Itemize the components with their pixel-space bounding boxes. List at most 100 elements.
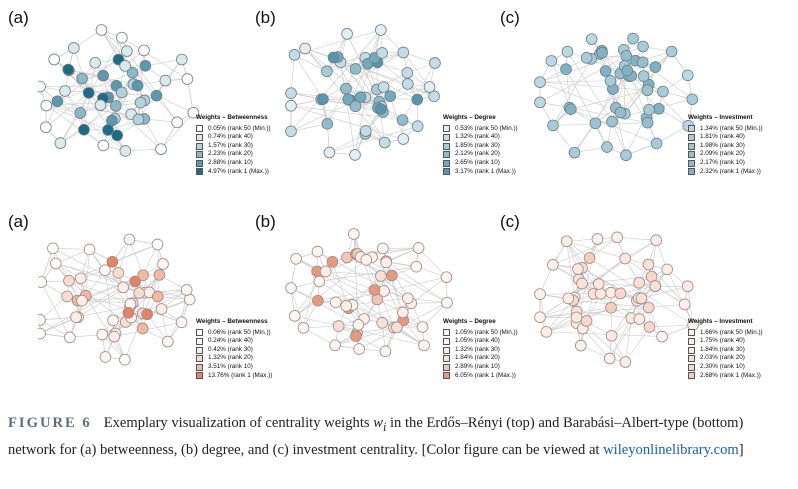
legend-item: 6.05% (rank 1 (Max.)) — [443, 372, 518, 381]
legend-label: 1.75% (rank 40) — [700, 337, 745, 345]
legend-swatch — [196, 372, 203, 380]
legend-label: 2.88% (rank 10) — [208, 158, 253, 166]
network-node — [397, 133, 410, 145]
legend: Weights – Degree 0.53% (rank 50 (Min.)) 1.… — [443, 114, 518, 176]
network-edge — [55, 263, 190, 300]
network-node — [411, 93, 424, 106]
legend-label: 1.81% (rank 40) — [700, 133, 745, 141]
network-edge — [290, 105, 404, 140]
network-edge — [290, 123, 328, 132]
legend-swatch — [688, 142, 695, 150]
network-node — [360, 254, 373, 266]
caption-subscript: i — [382, 419, 387, 434]
legend-label: 1.32% (rank 40) — [455, 133, 500, 141]
network-node — [412, 242, 425, 254]
legend-label: 1.32% (rank 30) — [455, 345, 500, 353]
network-edge — [411, 276, 447, 304]
network-edge — [156, 95, 194, 113]
network-edge — [55, 263, 150, 293]
network-node — [594, 287, 607, 300]
network-node — [348, 228, 360, 240]
legend-item: 0.74% (rank 40) — [196, 133, 271, 142]
network-node — [576, 277, 588, 290]
network-node — [378, 285, 390, 297]
network-node — [171, 116, 183, 129]
legend-title: Weights – Degree — [443, 114, 496, 121]
network-edge — [294, 259, 367, 317]
network-node — [329, 339, 341, 352]
network-node — [643, 321, 656, 333]
network-edge — [625, 318, 632, 363]
network-node — [540, 326, 553, 338]
network-edge — [403, 52, 430, 88]
network-edge — [569, 107, 648, 124]
legend-label: 0.05% (rank 50 (Min.)) — [208, 124, 271, 132]
network-node — [285, 99, 297, 112]
network-edge — [118, 239, 130, 273]
legend-swatch — [688, 133, 695, 141]
network-edge — [145, 59, 182, 67]
legend-swatch — [443, 355, 450, 363]
network-edge — [316, 271, 425, 346]
network-node — [397, 306, 409, 319]
network-node — [547, 259, 559, 271]
network-node — [379, 345, 392, 358]
network-edge — [340, 62, 356, 155]
legend-item: 2.09% (rank 20) — [688, 150, 763, 159]
network-node — [64, 331, 76, 344]
network-edge — [582, 328, 610, 359]
legend-swatch — [196, 355, 203, 363]
network-edge — [45, 92, 89, 128]
network-edge — [39, 296, 68, 321]
network-node — [133, 287, 145, 299]
legend-swatch — [688, 151, 695, 159]
network-edge — [327, 68, 356, 124]
legend-item: 1.85% (rank 30) — [443, 142, 518, 151]
network-node — [620, 149, 632, 162]
legend-item: 2.12% (rank 20) — [443, 150, 518, 159]
network-panel-1: (a) Weights – Betweenness 0.05% (rank 50 (… — [8, 8, 304, 208]
network-edge — [40, 281, 71, 338]
network-node — [440, 271, 453, 283]
network-edge — [290, 287, 359, 326]
caption-link[interactable]: wileyonlinelibrary.com — [603, 441, 739, 458]
network-node — [596, 46, 608, 59]
network-node — [642, 301, 655, 314]
legend-swatch — [196, 142, 203, 150]
network-node — [620, 50, 633, 62]
legend-swatch — [443, 159, 450, 167]
legend-label: 2.12% (rank 20) — [455, 150, 500, 158]
network-node — [141, 308, 153, 321]
network-node — [319, 265, 332, 278]
network-node — [112, 267, 125, 279]
network-node — [375, 270, 387, 282]
network-node — [649, 280, 662, 292]
network-node — [570, 311, 583, 324]
network-edge — [46, 105, 81, 114]
legend-swatch — [688, 125, 695, 133]
legend-item: 0.42% (rank 30) — [196, 346, 272, 355]
network-node — [38, 80, 46, 93]
network-node — [175, 316, 188, 329]
network-node — [74, 272, 87, 285]
network-edge — [85, 295, 126, 360]
network-edge — [81, 78, 162, 150]
figure-caption: FIGURE 6 Exemplary visualization of centr… — [8, 412, 790, 462]
network-node — [332, 320, 345, 332]
network-node — [157, 258, 169, 270]
network-node — [162, 335, 174, 348]
network-edge — [60, 105, 117, 144]
legend-swatch — [688, 329, 695, 337]
panel-label: (a) — [8, 212, 29, 231]
legend-swatch — [688, 168, 695, 176]
legend-swatch — [688, 355, 695, 363]
network-node — [635, 292, 648, 305]
network-edge — [382, 247, 419, 249]
legend-swatch — [443, 346, 450, 354]
network-node — [326, 256, 339, 268]
legend-title: Weights – Investment — [688, 318, 753, 325]
network-edge — [329, 133, 366, 153]
network-node — [119, 353, 131, 366]
network-edge — [568, 258, 626, 299]
legend-swatch — [196, 159, 203, 167]
